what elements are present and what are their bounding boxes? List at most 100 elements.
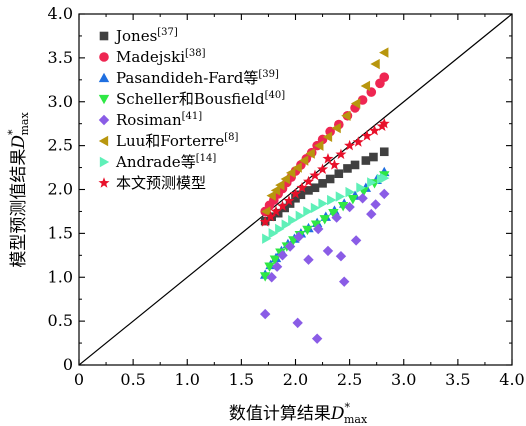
data-point <box>270 205 282 217</box>
data-point <box>319 215 330 225</box>
x-tick-label: 3.0 <box>391 370 416 389</box>
data-point <box>344 139 356 151</box>
data-point <box>296 190 306 200</box>
legend-item: Jones[37] <box>99 27 178 45</box>
x-tick-label: 1.0 <box>175 370 200 389</box>
legend-series-name: Rosiman <box>116 111 182 129</box>
y-axis-title: 模型预测值结果D*max <box>6 112 31 268</box>
data-point <box>379 188 390 200</box>
data-point <box>313 223 324 235</box>
x-axis-title-var: D <box>330 404 345 424</box>
data-point <box>369 152 378 162</box>
data-point <box>352 136 364 147</box>
data-point <box>314 140 324 151</box>
legend-label: Madejski[38] <box>116 48 206 66</box>
data-point <box>295 210 306 222</box>
legend-series-name: Andrade等 <box>115 153 196 171</box>
legend-marker <box>98 114 110 126</box>
y-tick-label: 4.0 <box>48 4 73 23</box>
legend-label: Luu和Forterre[8] <box>116 132 238 150</box>
legend-marker <box>98 94 110 105</box>
data-point <box>259 308 271 320</box>
y-tick-label: 2.0 <box>48 180 73 199</box>
legend-label: Andrade等[14] <box>115 153 216 171</box>
legend-marker <box>99 31 109 41</box>
data-point <box>262 233 272 244</box>
x-axis-title-sup: * <box>344 401 350 414</box>
data-point <box>343 164 352 173</box>
data-point <box>269 255 281 265</box>
y-tick-label: 2.5 <box>48 136 73 155</box>
data-point <box>328 159 340 170</box>
data-point <box>266 272 277 283</box>
data-point <box>361 156 371 165</box>
data-point <box>265 210 277 222</box>
legend-label: Rosiman[41] <box>116 111 202 129</box>
data-point <box>302 175 315 187</box>
data-point <box>276 200 289 211</box>
x-axis-title-sub: max <box>344 413 368 426</box>
data-point <box>281 219 291 230</box>
data-point <box>303 206 313 217</box>
data-point <box>327 194 337 206</box>
legend-marker <box>98 135 109 147</box>
series-7 <box>262 172 390 244</box>
legend-ref: [14] <box>196 153 217 164</box>
x-tick-label: 0 <box>74 370 84 389</box>
legend-ref: [40] <box>265 90 286 101</box>
data-point <box>280 173 290 185</box>
legend-marker <box>98 72 110 83</box>
data-point <box>345 186 355 198</box>
data-point <box>331 122 341 134</box>
legend-label: 本文预测模型 <box>116 174 206 192</box>
ticks-layer <box>78 13 513 366</box>
data-point <box>347 194 359 205</box>
data-point <box>275 223 285 235</box>
data-point <box>288 215 298 226</box>
series-5 <box>259 188 390 344</box>
data-point <box>318 198 328 209</box>
data-point <box>360 80 371 92</box>
data-point <box>259 216 271 227</box>
data-point <box>379 72 390 82</box>
y-axis-title-text: 模型预测值结果 <box>9 149 29 268</box>
data-point <box>304 186 313 195</box>
data-point <box>335 148 347 160</box>
data-point <box>322 131 333 143</box>
data-point <box>334 169 344 179</box>
data-point <box>344 201 355 213</box>
legend-marker <box>98 177 110 188</box>
y-tick-label: 1.5 <box>48 223 73 242</box>
x-tick-label: 2.5 <box>337 370 362 389</box>
data-point <box>335 191 346 202</box>
legend-marker <box>99 156 110 168</box>
x-tick-label: 1.5 <box>229 370 254 389</box>
data-point <box>322 152 334 164</box>
legend-item: Andrade等[14] <box>99 153 216 171</box>
data-point <box>370 58 380 70</box>
data-point <box>356 182 366 193</box>
y-tick-label: 1.0 <box>48 267 73 286</box>
legend-label: Jones[37] <box>114 27 178 45</box>
data-point <box>292 162 302 173</box>
data-point <box>379 147 389 157</box>
x-tick-label: 2.0 <box>283 370 308 389</box>
y-tick-label: 3.5 <box>48 48 73 67</box>
legend-ref: [38] <box>185 48 206 59</box>
data-point <box>268 228 278 239</box>
data-point <box>366 208 377 220</box>
legend-ref: [8] <box>224 132 238 143</box>
legend-ref: [37] <box>157 27 178 38</box>
data-point <box>303 254 314 265</box>
data-point <box>277 250 288 261</box>
y-tick-label: 0 <box>63 355 73 374</box>
data-point <box>369 124 381 136</box>
data-point <box>318 179 327 188</box>
data-point <box>289 188 302 199</box>
data-point <box>379 47 389 58</box>
data-point <box>271 261 283 272</box>
y-axis-title-sup: * <box>6 129 19 135</box>
data-point <box>322 245 334 257</box>
data-point <box>285 167 296 179</box>
